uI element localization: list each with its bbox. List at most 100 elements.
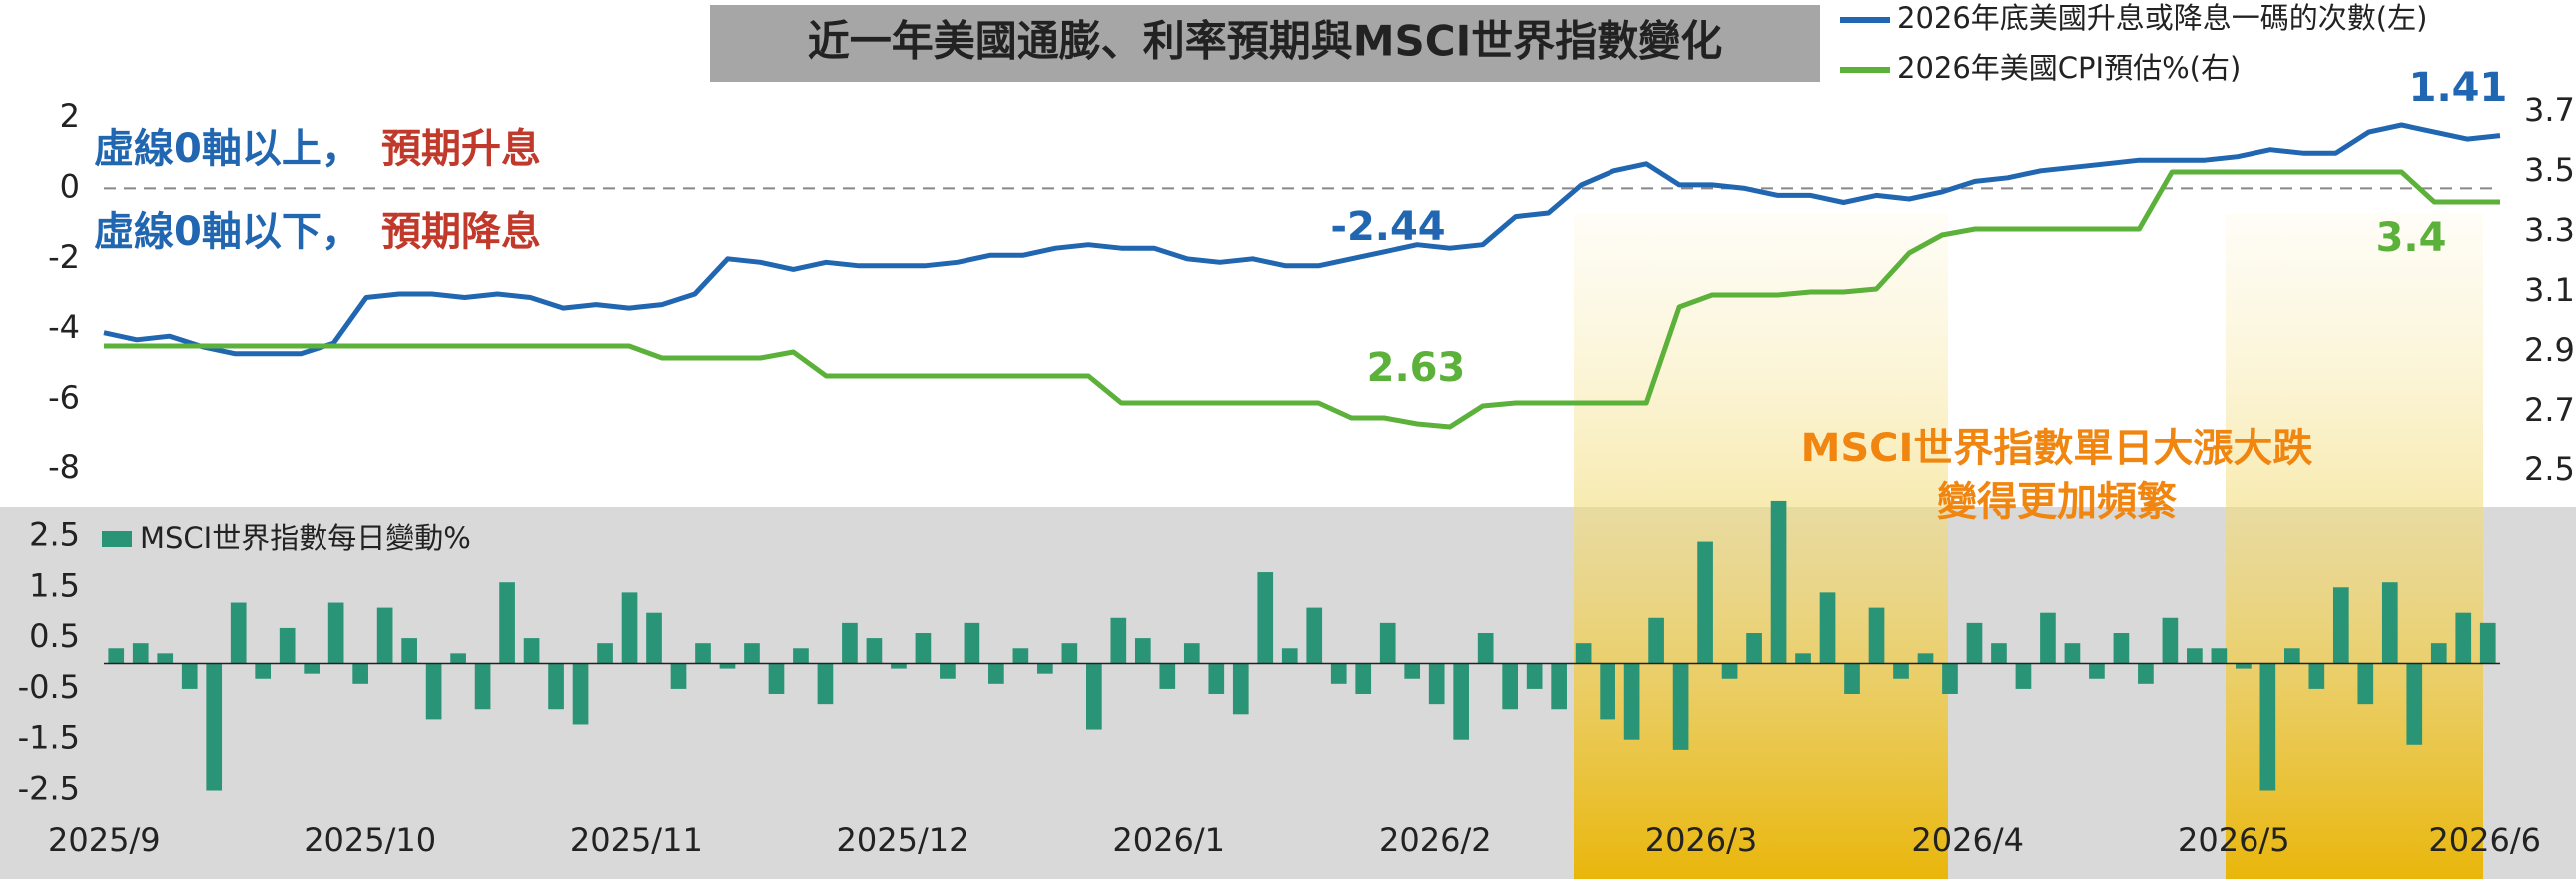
bar: [1746, 633, 1762, 664]
bar: [1012, 648, 1029, 664]
line: [103, 122, 2501, 357]
bar: [523, 638, 540, 664]
x-tick-label: 2026/4: [1911, 821, 2024, 859]
bar: [2187, 648, 2203, 664]
plot: 2 0 -2 -4 -6 -8 3.7 3.5 3.3 3.1 2.9 2.7 2.5 2026年底美國升…: [18, 1, 2575, 859]
y2-tick-label: 3.7: [2524, 91, 2575, 129]
bar: [646, 612, 662, 664]
bar: [866, 638, 883, 664]
bar: [181, 663, 198, 689]
bar: [108, 648, 125, 664]
bar: [1257, 572, 1274, 664]
bar: [1355, 663, 1372, 694]
bar: [230, 602, 247, 664]
y-tick-label: -2: [48, 238, 80, 276]
bar: [670, 663, 687, 689]
bar: [132, 643, 149, 664]
annotation: 預期升息: [381, 126, 541, 172]
bar: [1648, 617, 1664, 664]
bar: [1991, 643, 2007, 664]
x-tick-label: 2026/3: [1645, 821, 1758, 859]
bar: [1575, 643, 1592, 664]
bar: [1134, 638, 1151, 664]
bar: [2236, 663, 2252, 669]
y-tick-label: 2: [60, 97, 80, 135]
bar: [327, 602, 344, 664]
x-tick-label: 2026/5: [2178, 821, 2290, 859]
title-box: [710, 5, 1820, 82]
bar: [719, 663, 736, 669]
x-tick-label: 2025/12: [837, 821, 969, 859]
x-tick-label: 2025/10: [304, 821, 436, 859]
y2-tick-label: 3.5: [2524, 151, 2575, 189]
y-tick-label: 0: [60, 167, 80, 205]
y2-tick-label: 2.5: [2524, 450, 2575, 488]
bar: [1453, 663, 1470, 740]
x-tick-label: 2025/11: [570, 821, 703, 859]
legend-label: 2026年底美國升息或降息一碼的次數(左): [1897, 1, 2427, 35]
annotation: MSCI世界指數單日大漲大跌: [1801, 426, 2313, 471]
y-tick-label: 2.5: [29, 515, 80, 553]
bar: [206, 663, 223, 791]
bar: [2259, 663, 2276, 791]
bar: [1844, 663, 1860, 694]
line: [104, 169, 2500, 430]
highlight: [1574, 214, 1948, 879]
bar: [1770, 500, 1787, 664]
y-tick-label: -8: [48, 448, 80, 486]
bar: [376, 607, 393, 664]
x-tick-label: 2025/9: [48, 821, 161, 859]
bar: [915, 633, 932, 664]
bar: [1306, 607, 1323, 664]
bar: [499, 582, 515, 664]
bar: [1623, 663, 1640, 740]
bar: [940, 663, 956, 679]
bar: [2284, 648, 2300, 664]
bar: [2113, 633, 2130, 664]
value-annotation: 3.4: [2376, 215, 2447, 261]
bar: [695, 643, 711, 664]
bar: [279, 627, 296, 664]
x-tick-label: 2026/6: [2428, 821, 2541, 859]
y-tick-label: -1.5: [18, 719, 80, 757]
bar: [1600, 663, 1615, 720]
y-tick-label: -4: [48, 308, 80, 346]
bar: [304, 663, 320, 674]
bar: [2015, 663, 2032, 689]
bar: [401, 638, 417, 664]
y2-tick-label: 2.9: [2524, 331, 2575, 369]
bar: [1721, 663, 1738, 679]
chart-title: 近一年美國通膨、利率預期與MSCI世界指數變化: [808, 17, 1723, 66]
value-annotation: 2.63: [1367, 345, 1466, 391]
bar: [793, 648, 809, 664]
bar: [1502, 663, 1518, 710]
bar: [2332, 587, 2349, 664]
y-tick-label: 1.5: [29, 566, 80, 604]
annotation: 虛線0軸以上，: [94, 126, 361, 172]
bar: [621, 592, 638, 664]
bar: [157, 653, 174, 664]
bar: [255, 663, 272, 679]
bar: [597, 643, 613, 664]
annotation: 預期降息: [381, 209, 541, 255]
bar: [1893, 663, 1909, 679]
bar: [1404, 663, 1421, 679]
y2-tick-label: 2.7: [2524, 391, 2575, 429]
bar: [1917, 653, 1934, 664]
x-tick-label: 2026/1: [1112, 821, 1225, 859]
bar: [1526, 663, 1543, 689]
bar: [1795, 653, 1811, 664]
bar: [474, 663, 491, 710]
y-tick-label: -6: [48, 379, 80, 417]
y-tick-label: -2.5: [18, 770, 80, 808]
x-tick-label: 2026/2: [1379, 821, 1492, 859]
bar: [2089, 663, 2105, 679]
annotation: 變得更加頻繁: [1937, 479, 2177, 525]
bar: [2308, 663, 2325, 689]
bar: [2040, 612, 2056, 664]
legend-label: MSCI世界指數每日變動%: [140, 521, 471, 555]
bar: [1061, 643, 1078, 664]
bar: [964, 622, 980, 664]
y-tick-label: -0.5: [18, 668, 80, 706]
bar: [2064, 643, 2081, 664]
